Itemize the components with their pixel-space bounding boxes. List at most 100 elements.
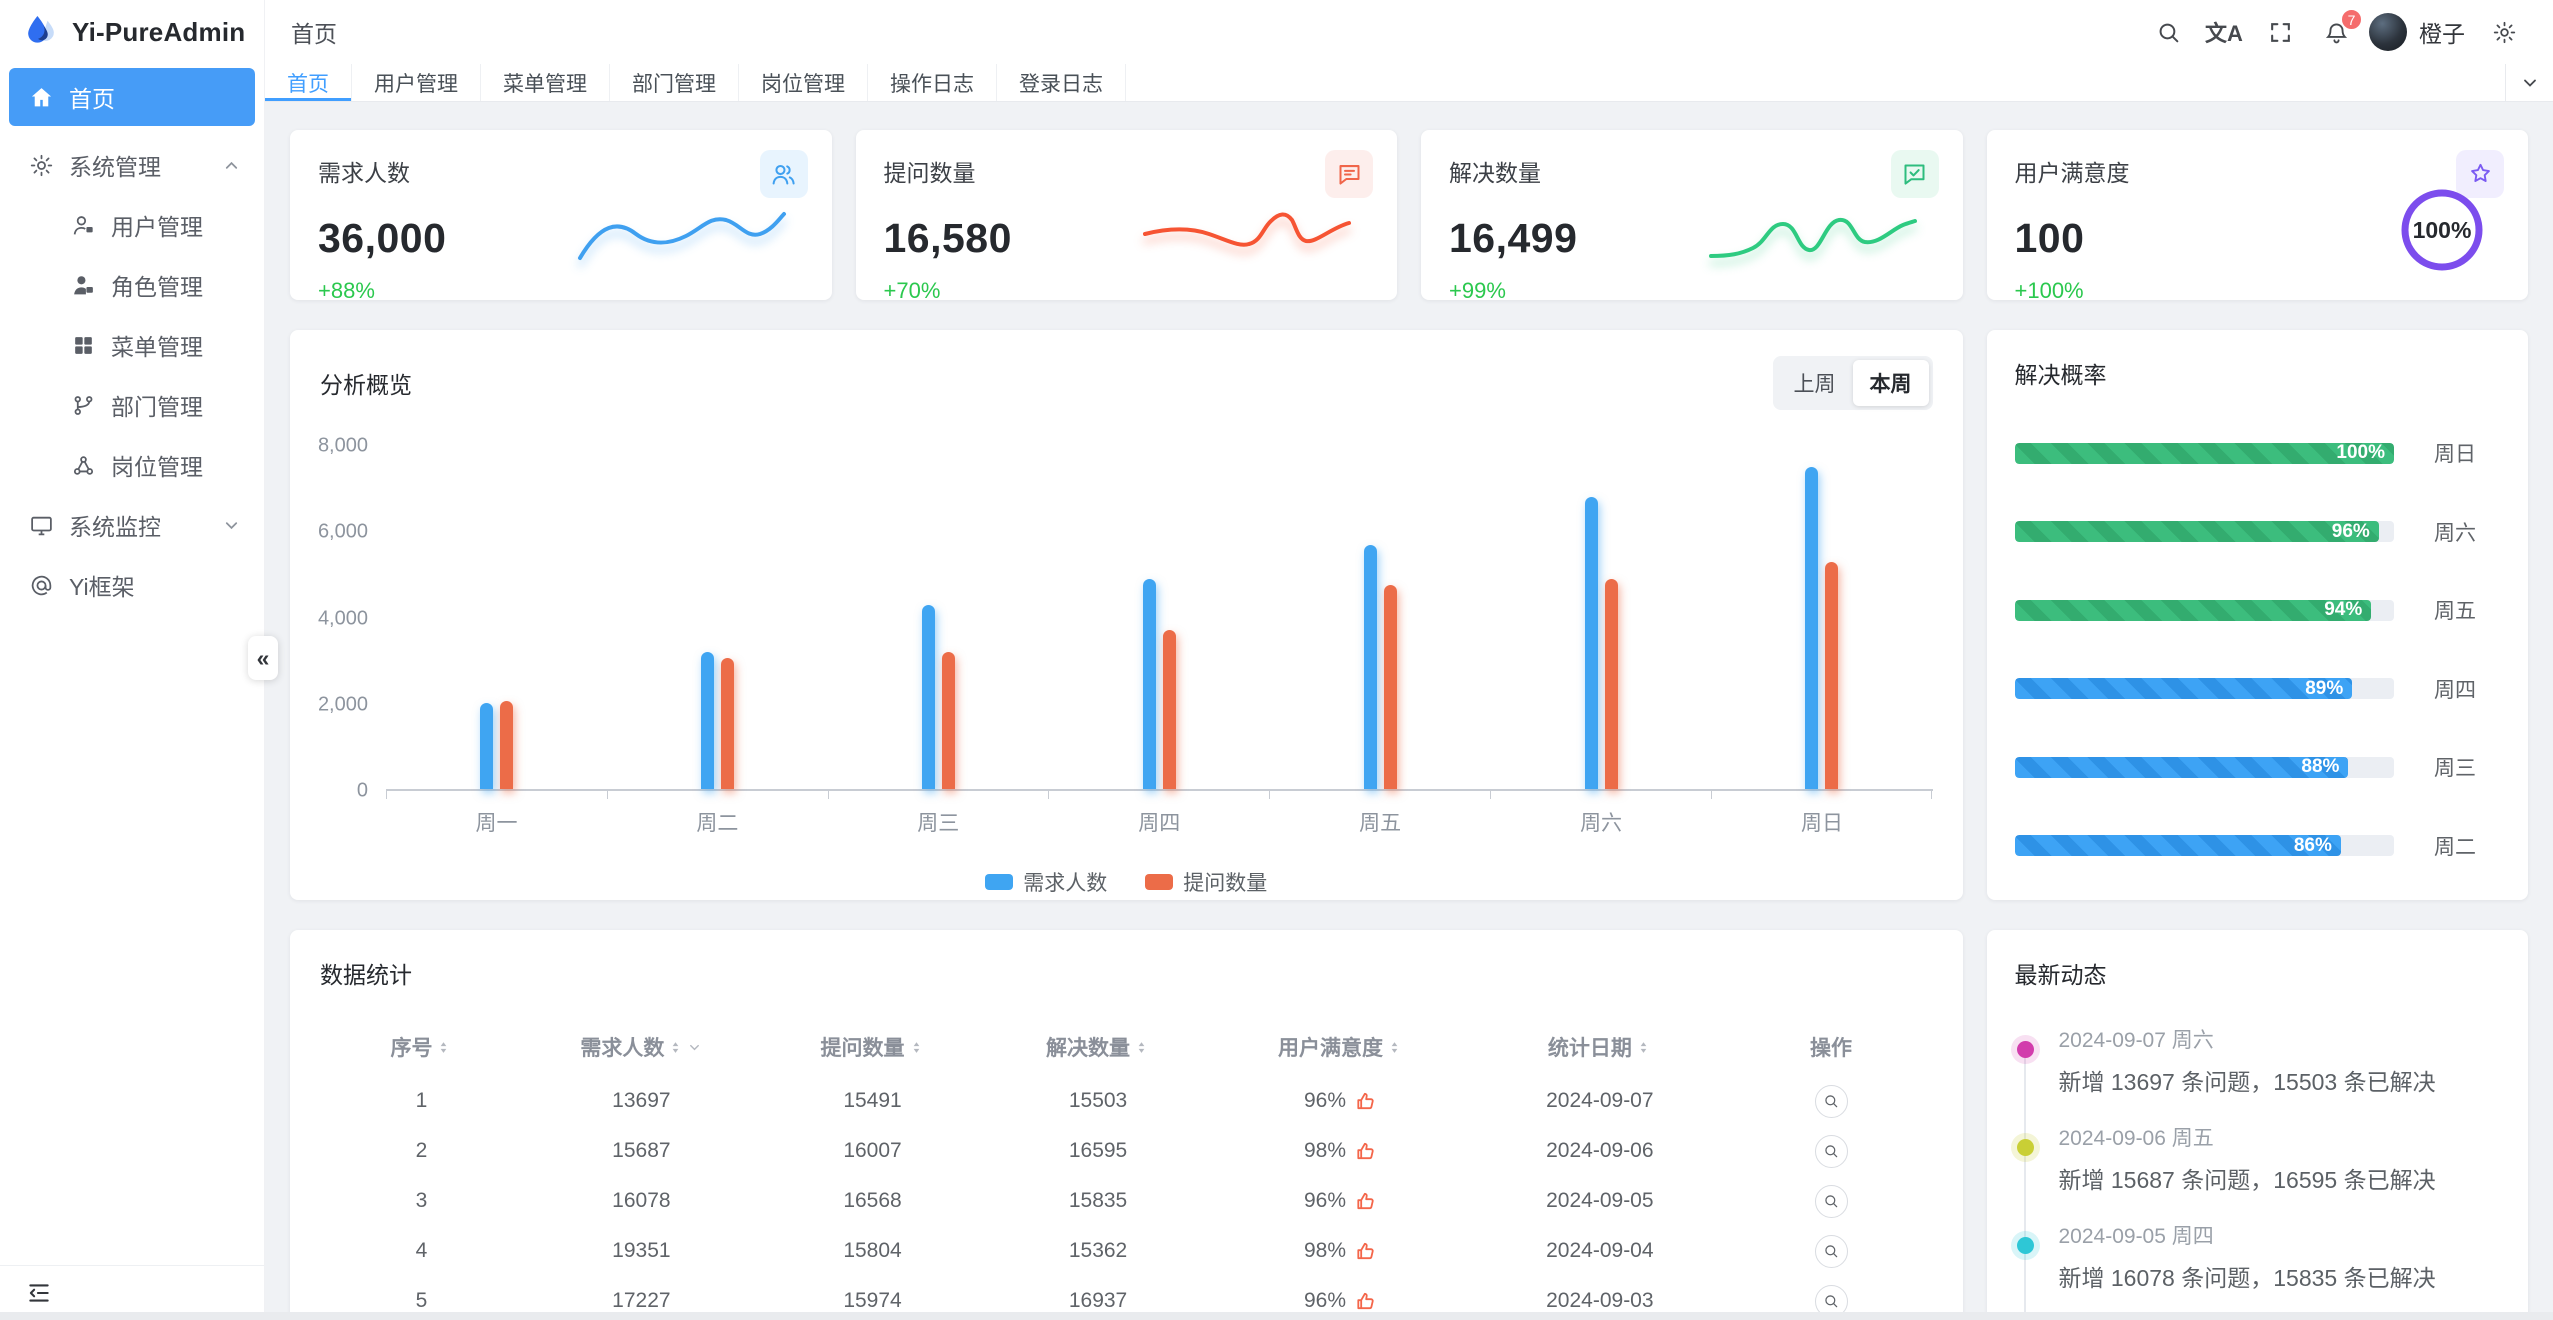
timeline-item: 2024-09-05 周四 新增 16078 条问题，15835 条已解决 [2015, 1220, 2501, 1293]
view-detail-button[interactable] [1814, 1084, 1848, 1118]
column-header-提问数量[interactable]: 提问数量 [760, 1032, 986, 1062]
caret-sort-icon [1635, 1039, 1652, 1056]
table-cell: 1 [415, 1089, 428, 1112]
sidebar-item-系统监控[interactable]: 系统监控 [9, 496, 255, 554]
statistics-table-card: 数据统计 序号 需求人数 提问数量 解决数量 用户满意度 统计日期 操作 1 13697 1549… [290, 930, 1963, 1320]
sidebar-item-用户管理[interactable]: 用户管理 [9, 196, 255, 254]
menu-fold-icon[interactable] [26, 1280, 52, 1306]
caret-sort-icon [667, 1039, 684, 1056]
operation-cell [1730, 1084, 1933, 1118]
fullscreen-icon [2268, 20, 2293, 45]
home-icon [29, 85, 54, 110]
logo-drop-icon [22, 13, 60, 51]
stat-card-title: 解决数量 [1449, 160, 1541, 186]
timeline-item: 2024-09-07 周六 新增 13697 条问题，15503 条已解决 [2015, 1024, 2501, 1097]
breadcrumb[interactable]: 首页 [291, 21, 337, 47]
sidebar-item-部门管理[interactable]: 部门管理 [9, 376, 255, 434]
bar-提问数量[interactable] [941, 651, 955, 789]
sidebar-item-岗位管理[interactable]: 岗位管理 [9, 436, 255, 494]
bar-提问数量[interactable] [1383, 585, 1397, 789]
view-detail-button[interactable] [1814, 1134, 1848, 1168]
table-cell: 15835 [1068, 1189, 1128, 1212]
solve-rate-title: 解决概率 [2014, 362, 2107, 388]
stat-card-icon-badge [1890, 150, 1939, 198]
toggle-this-week[interactable]: 本周 [1852, 360, 1929, 406]
bell-icon [2324, 20, 2349, 45]
table-cell: 19351 [612, 1239, 671, 1262]
progress-day-label: 周五 [2434, 600, 2476, 623]
legend-item-提问数量[interactable]: 提问数量 [1145, 867, 1267, 897]
view-detail-button[interactable] [1814, 1184, 1848, 1218]
tab-操作日志[interactable]: 操作日志 [868, 64, 997, 101]
analysis-header: 分析概览 上周 本周 [320, 356, 1933, 410]
timeline-item: 2024-09-06 周五 新增 15687 条问题，16595 条已解决 [2015, 1122, 2501, 1195]
bar-提问数量[interactable] [1604, 578, 1618, 789]
sidebar-item-label: 系统管理 [69, 154, 161, 180]
tag-actions-button[interactable] [2505, 64, 2553, 101]
username: 橙子 [2419, 21, 2465, 47]
table-cell: 2 [415, 1139, 428, 1162]
column-header-用户满意度[interactable]: 用户满意度 [1211, 1032, 1470, 1062]
sidebar-item-菜单管理[interactable]: 菜单管理 [9, 316, 255, 374]
stat-card-解决数量: 解决数量 16,499 +99% [1421, 130, 1963, 300]
header-translate-button[interactable]: 文A [2201, 9, 2247, 55]
satisfaction-value: 96% [1303, 1089, 1346, 1112]
column-header-操作: 操作 [1730, 1032, 1933, 1062]
solve-row-周六: 96% 周六 [2014, 517, 2501, 547]
header-search-button[interactable] [2145, 9, 2191, 55]
sidebar-item-home[interactable]: 首页 [9, 68, 255, 126]
sidebar-collapse-handle[interactable]: « [248, 636, 278, 680]
header-actions: 文A 7 橙子 [2145, 8, 2527, 55]
thumb-icon [1354, 1190, 1377, 1213]
column-header-序号[interactable]: 序号 [320, 1032, 523, 1062]
sidebar-item-系统管理[interactable]: 系统管理 [9, 136, 255, 194]
tab-菜单管理[interactable]: 菜单管理 [481, 64, 610, 101]
column-header-label: 操作 [1810, 1037, 1852, 1060]
bar-提问数量[interactable] [499, 701, 513, 789]
timeline-dot [2016, 1041, 2034, 1058]
tab-首页[interactable]: 首页 [265, 64, 352, 101]
tab-登录日志[interactable]: 登录日志 [997, 64, 1126, 101]
bar-需求人数[interactable] [1142, 578, 1156, 789]
legend-item-需求人数[interactable]: 需求人数 [985, 867, 1107, 897]
bar-需求人数[interactable] [479, 703, 493, 789]
bar-需求人数[interactable] [1805, 467, 1819, 789]
column-header-解决数量[interactable]: 解决数量 [985, 1032, 1211, 1062]
view-detail-button[interactable] [1814, 1234, 1848, 1268]
column-header-需求人数[interactable]: 需求人数 [523, 1032, 760, 1062]
bar-group-周五 [1270, 446, 1491, 789]
bar-需求人数[interactable] [1363, 544, 1377, 789]
table-row: 4 19351 15804 15362 98% 2024-09-04 [320, 1226, 1933, 1276]
avatar[interactable] [2369, 13, 2407, 51]
table-cell: 15687 [612, 1139, 671, 1162]
bar-需求人数[interactable] [921, 604, 935, 789]
sidebar-item-角色管理[interactable]: 角色管理 [9, 256, 255, 314]
tab-部门管理[interactable]: 部门管理 [610, 64, 739, 101]
horizontal-scrollbar[interactable] [0, 1312, 2553, 1320]
app-logo[interactable]: Yi-PureAdmin [0, 0, 264, 64]
axis-tick [1491, 791, 1712, 799]
column-header-统计日期[interactable]: 统计日期 [1470, 1032, 1729, 1062]
tag-list: 首页 用户管理 菜单管理 部门管理 岗位管理 操作日志 登录日志 [265, 64, 2505, 101]
header-settings-button[interactable] [2481, 9, 2527, 55]
operation-cell [1730, 1134, 1933, 1168]
y-tick-label: 8,000 [317, 434, 368, 457]
week-toggle: 上周 本周 [1772, 356, 1933, 410]
bar-提问数量[interactable] [720, 658, 734, 789]
timeline-date: 2024-09-05 周四 [2058, 1225, 2214, 1248]
bar-需求人数[interactable] [1584, 497, 1598, 789]
tab-岗位管理[interactable]: 岗位管理 [739, 64, 868, 101]
progress-track: 86% [2014, 835, 2394, 856]
satisfaction-cell: 98% [1211, 1239, 1470, 1263]
bar-提问数量[interactable] [1825, 561, 1839, 789]
top-header: 首页 文A 7 橙子 [265, 0, 2553, 64]
header-fullscreen-button[interactable] [2257, 9, 2303, 55]
bar-需求人数[interactable] [700, 651, 714, 789]
column-header-label: 用户满意度 [1277, 1037, 1383, 1060]
sidebar-item-Yi框架[interactable]: Yi框架 [9, 556, 255, 614]
header-bell-button[interactable]: 7 [2313, 8, 2363, 55]
latest-news-card: 最新动态 2024-09-07 周六 新增 13697 条问题，15503 条已解… [1986, 930, 2528, 1320]
toggle-last-week[interactable]: 上周 [1777, 360, 1853, 406]
bar-提问数量[interactable] [1162, 630, 1176, 789]
tab-用户管理[interactable]: 用户管理 [352, 64, 481, 101]
